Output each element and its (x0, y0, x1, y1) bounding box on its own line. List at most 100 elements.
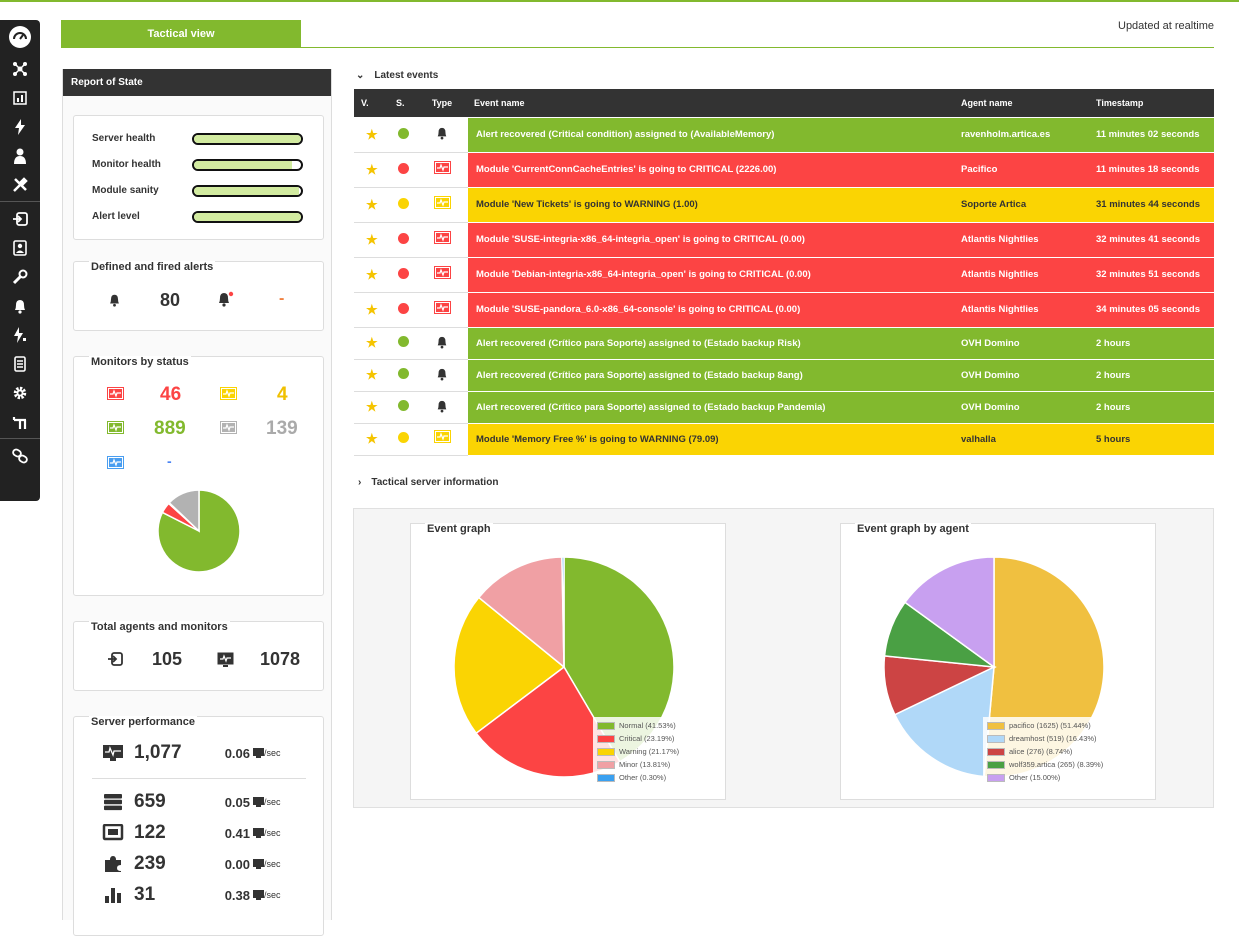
col-type[interactable]: Type (431, 97, 453, 108)
event-name[interactable]: Alert recovered (Crítico para Soporte) a… (468, 359, 961, 391)
total-monitors[interactable]: 1078 (260, 649, 301, 669)
star-icon: ★ (366, 399, 378, 414)
validate-star[interactable]: ★ (354, 152, 384, 188)
event-name[interactable]: Alert recovered (Crítico para Soporte) a… (468, 391, 961, 423)
sidebar-item-alerts[interactable] (0, 291, 40, 320)
sidebar-item-event-alerts[interactable] (0, 320, 40, 349)
sidebar-item-servers[interactable] (0, 349, 40, 378)
perf-row: 659 0.05 /sec (102, 790, 312, 814)
event-agent[interactable]: Pacifico (961, 152, 1086, 187)
legend-entry: Minor (13.81%) (597, 758, 679, 771)
event-name[interactable]: Alert recovered (Critical condition) ass… (468, 117, 961, 152)
event-name[interactable]: Module 'SUSE-pandora_6.0-x86_64-console'… (468, 292, 961, 327)
event-row[interactable]: ★ Alert recovered (Crítico para Soporte) … (354, 327, 1214, 360)
sidebar-item-profile[interactable] (0, 233, 40, 262)
event-row[interactable]: ★ Module 'SUSE-pandora_6.0-x86_64-console… (354, 292, 1214, 328)
legend-swatch (597, 721, 615, 730)
alerts-box: Defined and fired alerts 80 - (73, 261, 324, 331)
event-agent[interactable]: OVH Domino (961, 391, 1086, 423)
validate-star[interactable]: ★ (354, 257, 384, 293)
perf-rate: 0.05 (224, 794, 250, 810)
total-agents[interactable]: 105 (152, 649, 183, 669)
perf-rate: 0.38 (224, 887, 250, 903)
legend-swatch (987, 734, 1005, 743)
event-name[interactable]: Module 'CurrentConnCacheEntries' is goin… (468, 152, 961, 187)
event-row[interactable]: ★ Module 'CurrentConnCacheEntries' is goi… (354, 152, 1214, 188)
event-agent[interactable]: Atlantis Nightlies (961, 292, 1086, 327)
severity-cell (384, 391, 416, 424)
gear-icon (13, 386, 27, 399)
event-name[interactable]: Module 'Memory Free %' is going to WARNI… (468, 423, 961, 455)
sidebar-item-tactical[interactable] (0, 20, 40, 54)
sidebar-item-settings[interactable] (0, 378, 40, 407)
legend-entry: Critical (23.19%) (597, 732, 679, 745)
validate-star[interactable]: ★ (354, 359, 384, 392)
validate-star[interactable]: ★ (354, 327, 384, 360)
events-table: V. S. Type Event name Agent name Timesta… (354, 89, 1214, 456)
event-name[interactable]: Module 'New Tickets' is going to WARNING… (468, 187, 961, 222)
event-name[interactable]: Module 'Debian-integria-x86_64-integria_… (468, 257, 961, 292)
event-agent[interactable]: OVH Domino (961, 359, 1086, 391)
critical-count[interactable]: 46 (160, 384, 182, 405)
event-row[interactable]: ★ Module 'Debian-integria-x86_64-integria… (354, 257, 1214, 293)
pie-slice (903, 556, 995, 669)
event-row[interactable]: ★ Alert recovered (Critical condition) as… (354, 117, 1214, 153)
event-timestamp: 11 minutes 02 seconds (1086, 117, 1214, 152)
col-severity[interactable]: S. (396, 97, 405, 108)
sidebar-item-tools[interactable] (0, 170, 40, 199)
latest-events-toggle[interactable]: ⌄ Latest events (356, 70, 438, 81)
sidebar-item-setup[interactable] (0, 262, 40, 291)
col-agent-name[interactable]: Agent name (961, 97, 1013, 108)
sidebar-item-users[interactable] (0, 141, 40, 170)
validate-star[interactable]: ★ (354, 292, 384, 328)
not-init-count[interactable]: - (167, 453, 172, 469)
col-event-name[interactable]: Event name (474, 97, 525, 108)
event-agent[interactable]: ravenholm.artica.es (961, 117, 1086, 152)
validate-star[interactable]: ★ (354, 423, 384, 456)
type-cell (416, 187, 468, 223)
event-agent[interactable]: OVH Domino (961, 327, 1086, 359)
event-agent[interactable]: Atlantis Nightlies (961, 222, 1086, 257)
network-card-icon (102, 824, 124, 841)
event-name[interactable]: Alert recovered (Crítico para Soporte) a… (468, 327, 961, 359)
sidebar-item-agents[interactable] (0, 204, 40, 233)
event-timestamp: 31 minutes 44 seconds (1086, 187, 1214, 222)
event-row[interactable]: ★ Module 'New Tickets' is going to WARNIN… (354, 187, 1214, 223)
legend-swatch (597, 773, 615, 782)
event-row[interactable]: ★ Module 'Memory Free %' is going to WARN… (354, 423, 1214, 456)
col-timestamp[interactable]: Timestamp (1096, 97, 1144, 108)
event-row[interactable]: ★ Alert recovered (Crítico para Soporte) … (354, 359, 1214, 392)
event-agent[interactable]: valhalla (961, 423, 1086, 455)
warning-count[interactable]: 4 (277, 384, 288, 405)
chevron-down-icon: ⌄ (356, 70, 365, 81)
unknown-count[interactable]: 139 (266, 418, 298, 439)
graphs-panel: Event graph Normal (41.53%) Critical (23.… (353, 508, 1214, 808)
event-agent[interactable]: Atlantis Nightlies (961, 257, 1086, 292)
sidebar-item-links[interactable] (0, 441, 40, 470)
unknown-monitor-icon (220, 421, 237, 434)
tactical-info-toggle[interactable]: › Tactical server information (358, 477, 498, 488)
critical-monitor-icon (107, 387, 124, 400)
validate-star[interactable]: ★ (354, 187, 384, 223)
validate-star[interactable]: ★ (354, 391, 384, 424)
col-validated[interactable]: V. (361, 97, 369, 108)
event-name[interactable]: Module 'SUSE-integria-x86_64-integria_op… (468, 222, 961, 257)
alert-lightning-icon (14, 326, 26, 343)
event-row[interactable]: ★ Alert recovered (Crítico para Soporte) … (354, 391, 1214, 424)
star-icon: ★ (366, 161, 378, 177)
severity-cell (384, 187, 416, 223)
sidebar-item-reports[interactable] (0, 83, 40, 112)
validate-star[interactable]: ★ (354, 117, 384, 153)
tab-tactical-view[interactable]: Tactical view (61, 20, 301, 48)
tools-icon (13, 176, 28, 192)
sidebar-item-network[interactable] (0, 54, 40, 83)
event-row[interactable]: ★ Module 'SUSE-integria-x86_64-integria_o… (354, 222, 1214, 258)
severity-cell (384, 359, 416, 392)
sidebar-item-extensions[interactable] (0, 407, 40, 436)
monitor-event-icon (433, 430, 451, 443)
sidebar-item-events[interactable] (0, 112, 40, 141)
validate-star[interactable]: ★ (354, 222, 384, 258)
event-agent[interactable]: Soporte Artica (961, 187, 1086, 222)
legend-entry: Other (15.00%) (987, 771, 1103, 784)
normal-count[interactable]: 889 (154, 418, 186, 439)
